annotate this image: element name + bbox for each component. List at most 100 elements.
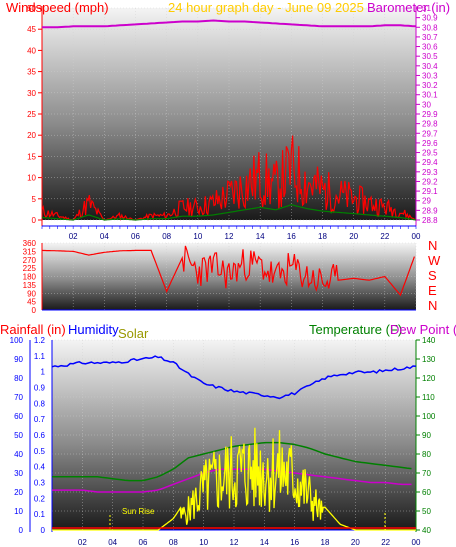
climate-time-labels: 02 04 06 08 10 12 14 16 18 20 22 00 — [78, 538, 421, 547]
wind-tick-label: 20 — [27, 131, 36, 140]
climate-time-label: 14 — [260, 538, 269, 547]
temperature-tick-label: 50 — [422, 507, 431, 516]
humidity-tick-label: 20 — [14, 488, 23, 497]
rain-tick-label: 0.4 — [34, 463, 46, 472]
baro-tick-label: 29.6 — [422, 139, 438, 148]
humidity-tick-label: 0 — [19, 526, 24, 535]
climate-time-label: 08 — [169, 538, 178, 547]
wind-time-label: 04 — [100, 232, 109, 241]
rain-tick-label: 1.1 — [34, 352, 46, 361]
wind-time-label: 14 — [256, 232, 265, 241]
humidity-axis-title: Humidity — [68, 322, 119, 337]
baro-tick-label: 29.7 — [422, 129, 438, 138]
direction-subtick-label: 135 — [23, 281, 37, 290]
baro-tick-label: 30.8 — [422, 23, 438, 32]
humidity-tick-label: 40 — [14, 450, 23, 459]
baro-tick-label: 29.3 — [422, 168, 438, 177]
rain-tick-label: 0 — [41, 526, 46, 535]
baro-tick-label: 30.6 — [422, 43, 438, 52]
humidity-tick-label: 60 — [14, 412, 23, 421]
sunrise-label: Sun Rise — [122, 507, 155, 516]
direction-subtick-label: 45 — [27, 298, 36, 307]
wind-tick-label: 30 — [27, 89, 36, 98]
rain-tick-label: 1.2 — [34, 336, 46, 345]
baro-tick-label: 29.9 — [422, 110, 438, 119]
direction-tick-label: 180 — [23, 273, 37, 282]
barometer-axis-title: Barometer (in) — [367, 0, 450, 15]
wind-tick-label: 15 — [27, 152, 36, 161]
wind-tick-label: 45 — [27, 25, 36, 34]
compass-label: N — [428, 298, 437, 313]
wind-time-label: 00 — [412, 232, 421, 241]
wind-time-label: 02 — [69, 232, 78, 241]
climate-time-label: 16 — [290, 538, 299, 547]
wind-time-label: 18 — [318, 232, 327, 241]
rain-tick-label: 1 — [41, 368, 46, 377]
climate-time-label: 06 — [139, 538, 148, 547]
temperature-tick-labels: 40 50 60 70 80 90 100 110 120 130 140 — [416, 336, 436, 535]
temperature-tick-label: 90 — [422, 431, 431, 440]
direction-tick-label: 0 — [32, 306, 37, 315]
baro-tick-label: 30.4 — [422, 62, 438, 71]
temperature-axis-title: Temperature (F) — [309, 322, 402, 337]
temperature-tick-label: 130 — [422, 355, 436, 364]
rain-tick-label: 0.8 — [34, 399, 46, 408]
compass-label: E — [428, 283, 437, 298]
rain-tick-label: 0.3 — [34, 479, 46, 488]
baro-tick-label: 30.3 — [422, 71, 438, 80]
climate-time-label: 02 — [78, 538, 87, 547]
humidity-series-line — [51, 355, 417, 400]
dewpoint-axis-title: Dew Point ( — [390, 322, 456, 337]
direction-tick-label: 90 — [27, 289, 36, 298]
baro-tick-label: 30.5 — [422, 52, 438, 61]
climate-panel: 0 0.1 0.2 0.3 0.4 0.5 0.6 0.7 0.8 0.9 1 1.1 1.2 0 10 2… — [0, 322, 456, 547]
baro-tick-label: 30 — [422, 100, 431, 109]
temperature-tick-label: 80 — [422, 450, 431, 459]
wind-tick-label: 35 — [27, 68, 36, 77]
temperature-tick-label: 40 — [422, 526, 431, 535]
windspeed-green-line — [41, 204, 417, 221]
wind-tick-label: 10 — [27, 174, 36, 183]
baro-tick-label: 29.4 — [422, 158, 438, 167]
temperature-tick-label: 140 — [422, 336, 436, 345]
baro-tick-label: 29.2 — [422, 177, 438, 186]
humidity-tick-label: 10 — [14, 507, 23, 516]
direction-subtick-label: 315 — [23, 247, 37, 256]
wind-time-label: 10 — [193, 232, 202, 241]
temperature-tick-label: 100 — [422, 412, 436, 421]
wind-time-label: 16 — [287, 232, 296, 241]
baro-tick-label: 29.8 — [422, 120, 438, 129]
humidity-tick-label: 80 — [14, 374, 23, 383]
climate-time-label: 22 — [381, 538, 390, 547]
wind-tick-label: 5 — [32, 195, 37, 204]
baro-tick-label: 31 — [422, 4, 431, 13]
climate-time-label: 18 — [321, 538, 330, 547]
climate-time-label: 10 — [199, 538, 208, 547]
humidity-tick-label: 70 — [14, 393, 23, 402]
rain-tick-label: 0.9 — [34, 384, 46, 393]
baro-tick-label: 28.9 — [422, 206, 438, 215]
barometer-series-line — [42, 19, 417, 29]
wind-tick-labels: 0 5 10 15 20 25 30 35 40 45 50 — [27, 4, 42, 225]
solar-axis-title: Solar — [118, 326, 149, 341]
windspeed-axis-title: Windspeed (mph) — [6, 0, 109, 15]
rain-tick-label: 0.5 — [34, 447, 46, 456]
temperature-tick-label: 120 — [422, 374, 436, 383]
temperature-tick-label: 60 — [422, 488, 431, 497]
climate-time-label: 12 — [230, 538, 239, 547]
baro-tick-label: 29.5 — [422, 149, 438, 158]
rain-tick-label: 0.2 — [34, 494, 46, 503]
direction-subtick-label: 225 — [23, 264, 37, 273]
baro-tick-label: 29 — [422, 197, 431, 206]
compass-label: S — [428, 268, 437, 283]
wind-time-label: 20 — [349, 232, 358, 241]
baro-tick-label: 30.9 — [422, 14, 438, 23]
humidity-tick-labels: 0 10 20 30 40 50 60 70 80 90 100 — [10, 336, 24, 535]
wind-time-label: 12 — [225, 232, 234, 241]
climate-time-label: 00 — [412, 538, 421, 547]
temperature-tick-label: 110 — [422, 393, 435, 402]
rain-tick-label: 0.6 — [34, 431, 46, 440]
